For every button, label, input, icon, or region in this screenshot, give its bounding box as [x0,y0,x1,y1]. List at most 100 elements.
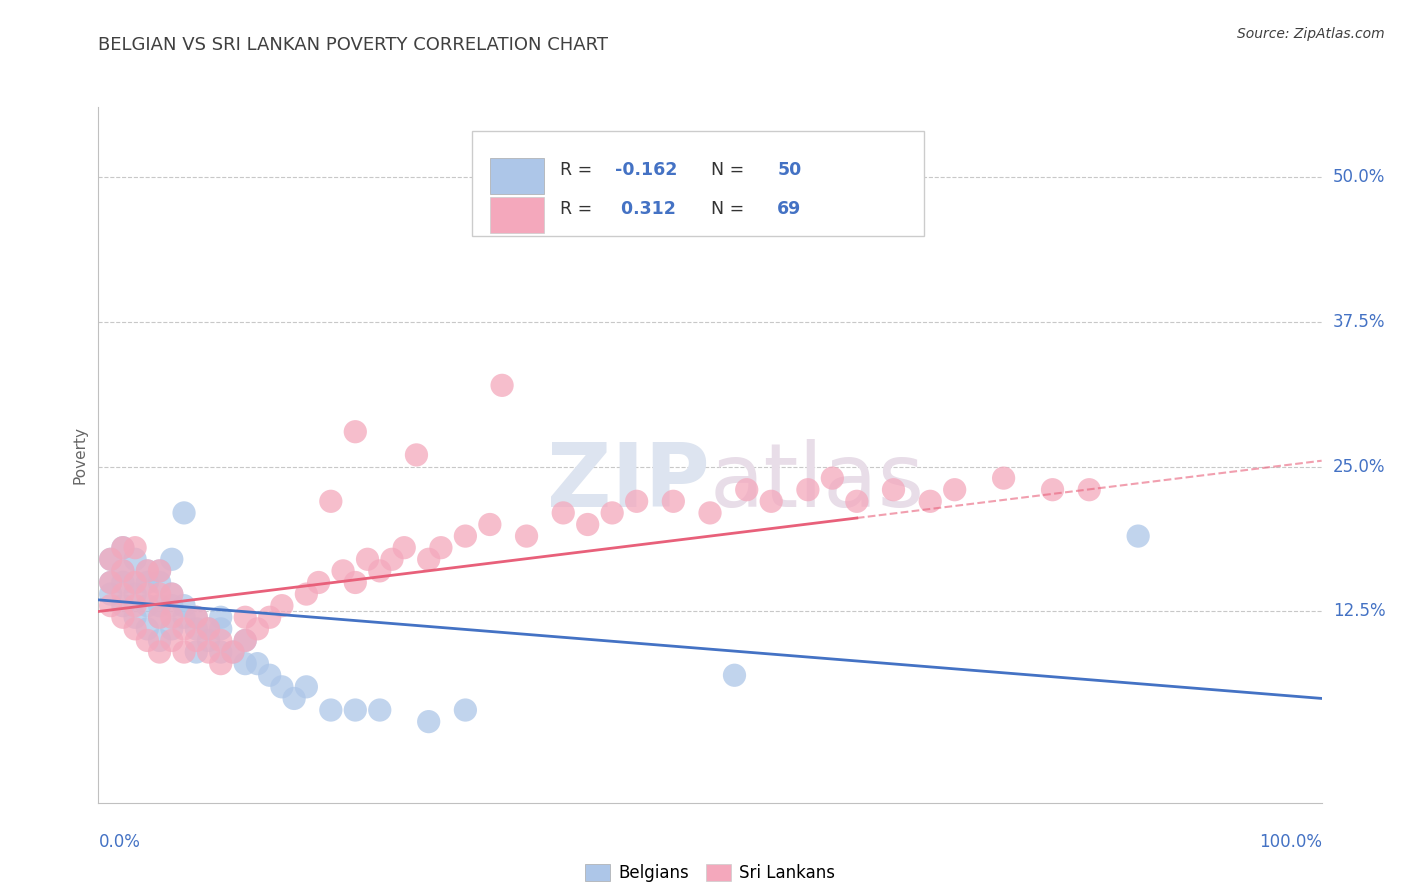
Point [149,610,172,624]
Point [111,541,134,555]
Point [381,552,404,566]
Point [222,645,245,659]
Text: 0.312: 0.312 [614,200,675,218]
Point [246,622,269,636]
Point [883,483,905,497]
FancyBboxPatch shape [489,158,544,194]
Text: 37.5%: 37.5% [1333,312,1385,331]
Point [124,610,146,624]
Point [136,622,159,636]
Text: Source: ZipAtlas.com: Source: ZipAtlas.com [1237,27,1385,41]
FancyBboxPatch shape [471,131,924,235]
Point [418,552,440,566]
Point [173,506,195,520]
Point [344,425,367,439]
Point [160,622,183,636]
Text: -0.162: -0.162 [614,161,678,179]
Point [1128,529,1150,543]
Point [368,564,391,578]
Point [259,668,281,682]
Point [344,575,367,590]
Point [173,599,195,613]
Point [149,587,172,601]
Point [136,599,159,613]
Point [209,610,232,624]
Point [136,633,159,648]
Point [233,610,256,624]
Point [100,587,122,601]
Point [100,552,122,566]
Point [1078,483,1101,497]
Point [197,633,219,648]
Point [368,703,391,717]
Point [111,575,134,590]
FancyBboxPatch shape [489,196,544,233]
Point [160,599,183,613]
Point [233,657,256,671]
Point [797,483,820,497]
Point [136,564,159,578]
Point [283,691,305,706]
Text: N =: N = [700,161,749,179]
Point [173,622,195,636]
Text: R =: R = [560,161,598,179]
Point [149,645,172,659]
Point [735,483,758,497]
Point [626,494,648,508]
Point [136,564,159,578]
Point [160,610,183,624]
Point [761,494,783,508]
Y-axis label: Poverty: Poverty [72,425,87,484]
Point [149,610,172,624]
Point [222,645,245,659]
Point [246,657,269,671]
Point [319,703,342,717]
Point [173,645,195,659]
Point [821,471,844,485]
Point [576,517,599,532]
Point [111,541,134,555]
Point [308,575,330,590]
Point [124,575,146,590]
Point [100,575,122,590]
Point [136,587,159,601]
Legend: Belgians, Sri Lankans: Belgians, Sri Lankans [578,857,842,888]
Point [149,599,172,613]
Point [124,575,146,590]
Point [209,622,232,636]
Point [197,622,219,636]
Point [186,610,208,624]
Text: 50: 50 [778,161,801,179]
Point [197,645,219,659]
Point [332,564,354,578]
Point [111,564,134,578]
Point [430,541,453,555]
Point [186,645,208,659]
Point [454,703,477,717]
Point [186,610,208,624]
Point [100,552,122,566]
Point [845,494,868,508]
Text: ZIP: ZIP [547,439,710,526]
Point [600,506,623,520]
Text: atlas: atlas [710,439,925,526]
Point [160,633,183,648]
Text: 100.0%: 100.0% [1258,833,1322,851]
Point [209,633,232,648]
Point [233,633,256,648]
Point [392,541,416,555]
Point [186,633,208,648]
Text: 12.5%: 12.5% [1333,602,1385,621]
Point [136,575,159,590]
Point [197,622,219,636]
Point [149,633,172,648]
Point [124,552,146,566]
Point [160,552,183,566]
Text: R =: R = [560,200,598,218]
Point [270,599,294,613]
Point [100,575,122,590]
Point [405,448,427,462]
Point [124,587,146,601]
Point [943,483,966,497]
Point [993,471,1015,485]
